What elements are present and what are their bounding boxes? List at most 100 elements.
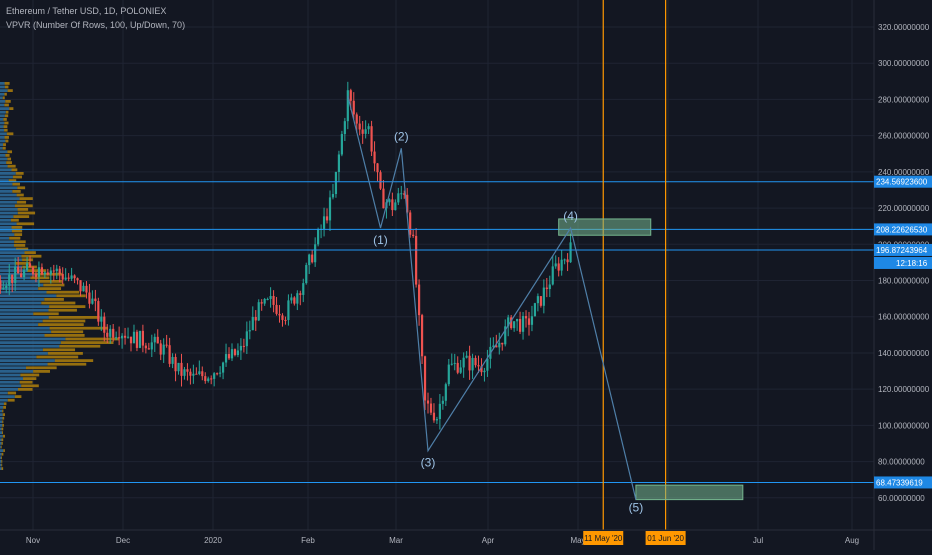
candle-body <box>545 287 548 290</box>
volume-profile-bar-down <box>33 312 59 316</box>
candle-body <box>153 336 156 343</box>
candle-body <box>328 197 332 221</box>
volume-profile-bar-up <box>0 103 5 107</box>
volume-profile-bar-down <box>13 244 26 247</box>
volume-profile-bar-up <box>0 359 55 362</box>
candle-body <box>227 354 231 359</box>
candle-body <box>121 335 124 339</box>
volume-profile-bar-up <box>0 215 14 218</box>
candle-body <box>450 363 453 365</box>
volume-profile-bar-down <box>17 208 29 211</box>
candle-body <box>20 273 23 278</box>
volume-profile-bar-up <box>0 370 34 373</box>
time-tick-label: Dec <box>116 536 130 545</box>
candle-body <box>480 366 483 373</box>
target-zone[interactable] <box>558 218 652 236</box>
volume-profile-bar-down <box>44 298 64 301</box>
candle-body <box>112 328 115 338</box>
candle-body <box>462 357 465 368</box>
time-axis[interactable]: NovDec2020FebMarAprMayJunJulAug11 May '2… <box>0 529 932 545</box>
candle-body <box>441 400 444 404</box>
volume-profile-bar-up <box>0 406 4 409</box>
candle-body <box>355 114 358 124</box>
volume-profile-bar-down <box>2 96 5 100</box>
volume-profile-bar-up <box>0 377 24 380</box>
candle-body <box>376 163 379 173</box>
candle-body <box>415 235 418 285</box>
volume-profile-bar-down <box>60 341 114 344</box>
candle-body <box>334 171 338 195</box>
candle-body <box>527 318 531 325</box>
date-label: 11 May '20 <box>584 534 623 543</box>
volume-profile-bar-up <box>0 233 15 236</box>
volume-profile-bar-down <box>5 100 11 103</box>
candle-body <box>144 345 147 349</box>
volume-profile-bar-down <box>19 380 33 384</box>
volume-profile-bar-down <box>38 287 62 290</box>
candle-body <box>367 126 370 130</box>
candle-body <box>213 373 216 379</box>
volume-profile-bar-up <box>0 226 12 229</box>
target-zone[interactable] <box>635 484 744 501</box>
candle-body <box>305 265 308 284</box>
volume-profile-bar-up <box>0 218 11 222</box>
volume-profile-bar-down <box>19 197 33 200</box>
volume-profile-bar-down <box>4 136 9 139</box>
volume-profile-bar-up <box>0 240 15 244</box>
drawings[interactable]: (1) (2) (3) (4) (5) <box>0 0 874 530</box>
candle-body <box>186 369 189 372</box>
volume-profile-bar-up <box>0 463 2 467</box>
volume-profile-bar-up <box>0 312 34 316</box>
volume-profile-bar-up <box>0 254 22 258</box>
volume-profile-bar-down <box>11 226 23 229</box>
price-tick-label: 180.00000000 <box>878 277 930 286</box>
volume-profile-bar-down <box>65 337 120 341</box>
candle-body <box>272 295 275 305</box>
candle-body <box>0 280 2 289</box>
candle-body <box>156 336 159 344</box>
volume-profile-bar-down <box>43 283 65 287</box>
volume-profile-bar-down <box>5 154 10 157</box>
volume-profile-bar-up <box>0 136 5 139</box>
volume-profile-bar-up <box>0 208 18 211</box>
volume-profile-bar-up <box>0 298 45 301</box>
candle-body <box>14 266 17 283</box>
candle-body <box>296 293 299 304</box>
volume-profile-bar-up <box>0 287 39 290</box>
candle-body <box>299 293 302 295</box>
candle-body <box>418 284 421 316</box>
candle-body <box>423 356 427 401</box>
volume-profile-bar-down <box>2 420 4 424</box>
volume-profile-bar-down <box>1 460 3 463</box>
candle-body <box>73 275 76 279</box>
price-tick-label: 80.00000000 <box>878 458 925 467</box>
volume-profile-bar-down <box>0 445 2 449</box>
volume-profile-bar-up <box>0 128 5 132</box>
candle-body <box>37 267 41 277</box>
volume-profile-bar-down <box>17 211 36 215</box>
volume-profile-bar-up <box>0 146 3 150</box>
volume-profile-bar-down <box>38 280 63 283</box>
elliott-wave-path[interactable] <box>347 95 637 500</box>
candle-body <box>379 172 382 189</box>
candle-body <box>132 331 136 344</box>
volume-profile-bar-down <box>2 424 4 427</box>
volume-profile-bar-up <box>0 197 20 200</box>
candle-body <box>198 371 201 375</box>
volume-profile-bar-down <box>7 398 15 402</box>
volume-profile-bar-down <box>1 442 3 445</box>
volume-profile-bar-up <box>0 114 5 118</box>
volume-profile-bar-up <box>0 121 5 125</box>
volume-profile-bar-down <box>48 316 100 319</box>
candle-body <box>159 343 162 355</box>
indicator-label[interactable]: VPVR (Number Of Rows, 100, Up/Down, 70) <box>6 20 186 30</box>
candle-body <box>52 270 55 272</box>
volume-profile-bar-down <box>3 125 8 128</box>
candle-body <box>224 354 228 363</box>
volume-profile-bar-up <box>0 420 3 424</box>
price-axis[interactable]: 320.00000000 300.00000000 280.00000000 260.… <box>873 0 932 550</box>
volume-profile-bar-up <box>0 460 2 463</box>
volume-profile-bar-down <box>48 308 77 312</box>
